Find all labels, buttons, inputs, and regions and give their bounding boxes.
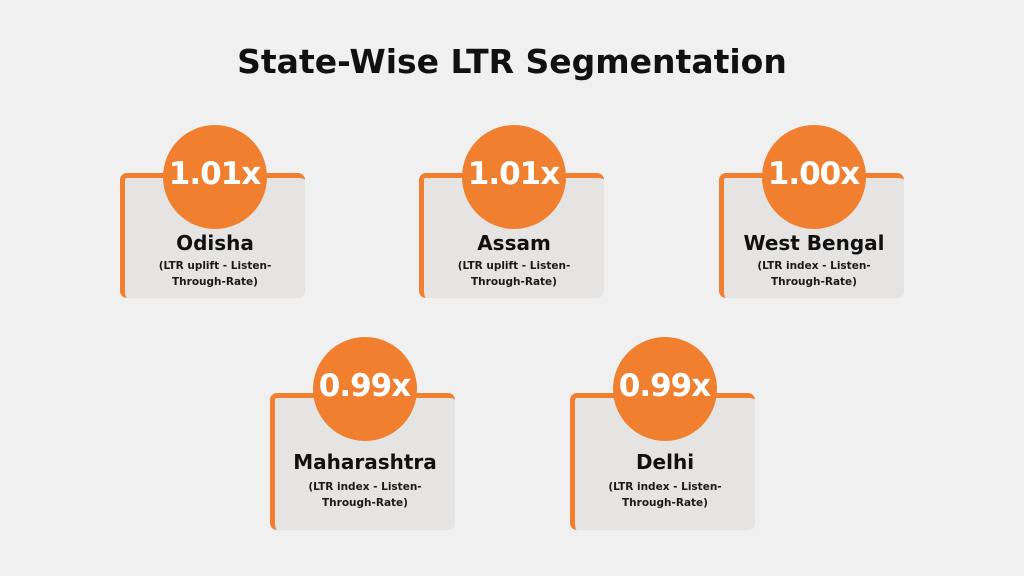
state-name: Delhi bbox=[635, 450, 695, 474]
value-badge: 1.00x bbox=[761, 125, 866, 229]
ltr-value: 1.00x bbox=[767, 156, 860, 192]
metric-description-line1: (LTR index - Listen- bbox=[308, 481, 422, 493]
value-badge: 0.99x bbox=[312, 337, 417, 441]
ltr-value: 0.99x bbox=[318, 368, 411, 404]
ltr-value: 1.01x bbox=[467, 156, 560, 192]
value-badge: 0.99x bbox=[612, 337, 717, 441]
state-name: West Bengal bbox=[743, 231, 885, 255]
metric-description-line1: (LTR index - Listen- bbox=[757, 260, 871, 272]
metric-description-line2: Through-Rate) bbox=[471, 276, 557, 288]
metric-description-line1: (LTR uplift - Listen- bbox=[457, 260, 571, 272]
ltr-value: 1.01x bbox=[168, 156, 261, 192]
state-name: Odisha bbox=[176, 231, 254, 255]
metric-description-line1: (LTR index - Listen- bbox=[608, 481, 722, 493]
metric-description-line2: Through-Rate) bbox=[172, 276, 258, 288]
metric-description-line2: Through-Rate) bbox=[771, 276, 857, 288]
state-card-assam: 1.01x Assam (LTR uplift - Listen- Throug… bbox=[419, 125, 604, 298]
ltr-value: 0.99x bbox=[618, 368, 711, 404]
metric-description-line1: (LTR uplift - Listen- bbox=[158, 260, 272, 272]
state-card-west-bengal: 1.00x West Bengal (LTR index - Listen- T… bbox=[719, 125, 904, 298]
state-card-odisha: 1.01x Odisha (LTR uplift - Listen- Throu… bbox=[120, 125, 305, 298]
metric-description-line2: Through-Rate) bbox=[622, 497, 708, 509]
value-badge: 1.01x bbox=[461, 125, 566, 229]
value-badge: 1.01x bbox=[162, 125, 267, 229]
page-title: State-Wise LTR Segmentation bbox=[237, 42, 787, 81]
state-card-maharashtra: 0.99x Maharashtra (LTR index - Listen- T… bbox=[270, 337, 455, 530]
state-name: Maharashtra bbox=[293, 450, 437, 474]
state-name: Assam bbox=[477, 231, 551, 255]
metric-description-line2: Through-Rate) bbox=[322, 497, 408, 509]
state-card-delhi: 0.99x Delhi (LTR index - Listen- Through… bbox=[570, 337, 755, 530]
